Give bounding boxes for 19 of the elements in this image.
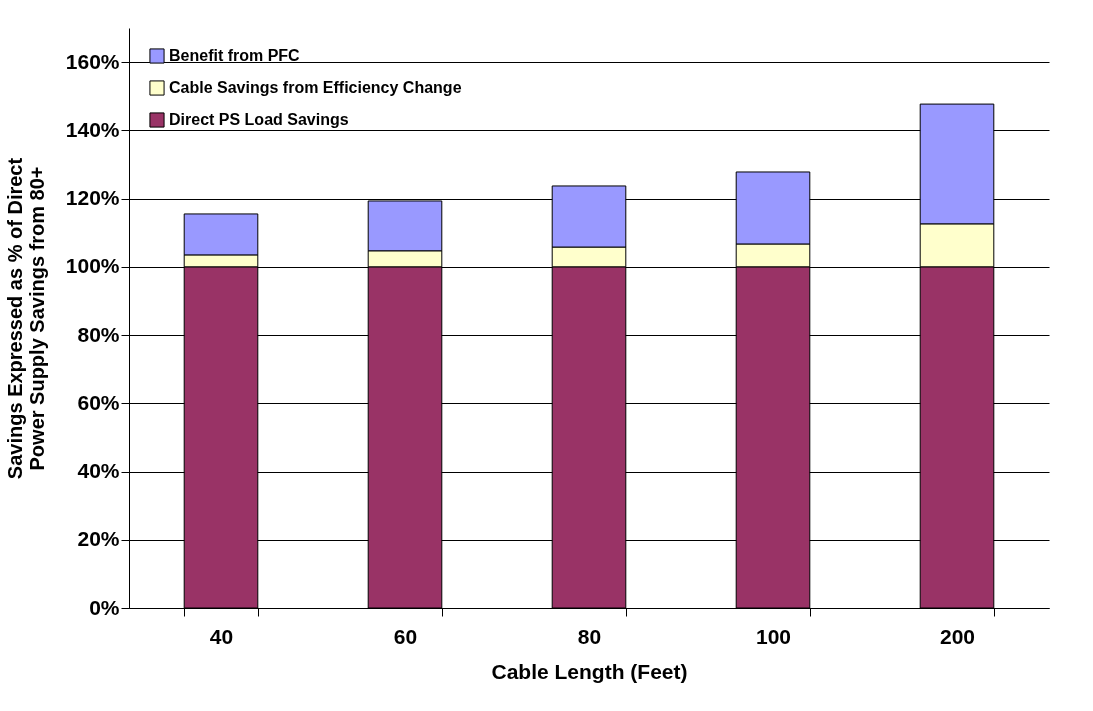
y-tick-label: 80% — [77, 322, 120, 346]
legend-label: Direct PS Load Savings — [169, 111, 349, 128]
x-tick-label: 60 — [393, 624, 418, 648]
y-tick-label: 20% — [77, 527, 120, 551]
legend-label: Cable Savings from Efficiency Change — [169, 79, 462, 96]
y-tick-label: 60% — [77, 390, 120, 414]
x-axis-title: Cable Length (Feet) — [491, 659, 688, 683]
y-axis-title: Savings Expressed as % of Direct Power Supply Savings from 80+ — [3, 157, 48, 480]
y-tick-label: 140% — [65, 117, 120, 141]
y-tick-label: 0% — [89, 595, 120, 619]
y-tick-label: 160% — [65, 49, 120, 73]
x-tick-label: 80 — [577, 624, 602, 648]
x-tick-label: 40 — [209, 624, 234, 648]
y-tick-label: 120% — [65, 186, 120, 210]
x-tick-label: 200 — [939, 624, 976, 648]
x-tick-label: 100 — [755, 624, 792, 648]
y-tick-label: 100% — [65, 254, 120, 278]
y-tick-label: 40% — [77, 459, 120, 483]
legend-label: Benefit from PFC — [169, 47, 301, 64]
